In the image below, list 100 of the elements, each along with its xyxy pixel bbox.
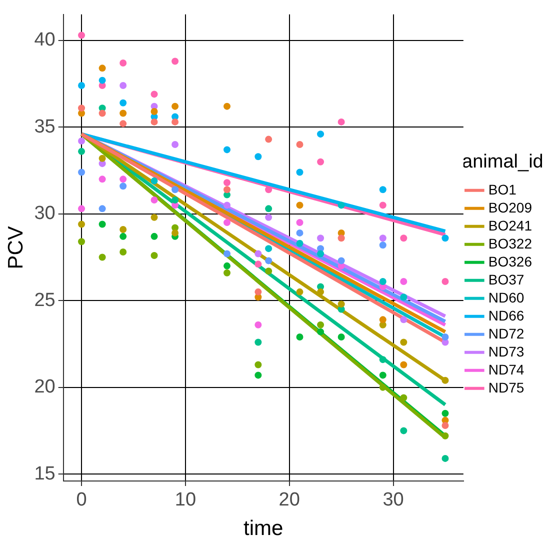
point (317, 130, 324, 138)
point (296, 240, 304, 247)
point (150, 90, 158, 98)
point (400, 394, 408, 402)
x-tick-label: 10 (174, 490, 196, 511)
point (254, 153, 262, 160)
point (172, 196, 179, 204)
point (224, 219, 231, 226)
y-tick-label: 15 (34, 463, 56, 484)
point (265, 186, 272, 194)
legend-label: ND60 (488, 289, 524, 306)
x-axis-title: time (244, 517, 284, 540)
point (379, 202, 386, 209)
point (379, 372, 386, 379)
point (442, 454, 449, 462)
point (379, 316, 386, 324)
point (172, 118, 179, 126)
point (296, 229, 304, 236)
point (172, 229, 179, 236)
point (442, 432, 449, 440)
point (98, 220, 106, 228)
point (172, 186, 179, 194)
point (442, 410, 449, 417)
point (254, 361, 262, 368)
x-tick-label: 0 (76, 490, 87, 511)
point (150, 196, 158, 204)
point (442, 376, 449, 384)
point (98, 64, 106, 72)
point (400, 427, 408, 434)
point (98, 254, 106, 261)
point (150, 118, 158, 126)
point (224, 179, 231, 186)
legend-label: ND72 (488, 325, 524, 342)
point (296, 168, 304, 176)
point (379, 186, 386, 194)
point (150, 214, 158, 221)
point (120, 99, 127, 106)
y-tick-label: 20 (34, 376, 56, 398)
point (379, 234, 386, 242)
point (78, 104, 86, 112)
point (317, 288, 324, 296)
point (120, 82, 127, 90)
point (265, 257, 272, 264)
point (265, 136, 272, 143)
legend-label: ND75 (488, 379, 524, 396)
point (254, 372, 262, 379)
point (265, 214, 272, 221)
point (296, 288, 304, 296)
y-tick-label: 40 (34, 30, 56, 51)
point (224, 250, 231, 258)
point (78, 168, 86, 176)
point (78, 220, 86, 228)
point (379, 278, 386, 286)
point (379, 356, 386, 364)
point (338, 257, 345, 264)
point (150, 232, 158, 240)
point (338, 118, 345, 126)
point (296, 140, 304, 148)
point (98, 176, 106, 183)
point (78, 82, 86, 90)
point (254, 288, 262, 296)
legend-label: ND66 (488, 307, 524, 324)
legend-label: BO322 (488, 235, 532, 252)
point (120, 182, 127, 190)
point (442, 234, 449, 242)
point (78, 148, 86, 155)
point (296, 219, 304, 226)
point (150, 108, 158, 116)
point (78, 32, 86, 39)
point (120, 59, 127, 66)
legend-label: ND73 (488, 343, 524, 360)
point (224, 102, 231, 110)
point (120, 248, 127, 256)
point (400, 278, 408, 286)
point (224, 202, 231, 209)
point (400, 234, 408, 242)
point (120, 232, 127, 240)
point (265, 245, 272, 252)
point (442, 334, 449, 341)
y-tick-label: 25 (34, 290, 56, 311)
point (120, 110, 127, 117)
point (317, 234, 324, 242)
point (317, 250, 324, 258)
point (224, 186, 231, 194)
point (379, 384, 386, 391)
point (296, 202, 304, 209)
point (338, 334, 345, 341)
point (78, 138, 86, 145)
point (172, 102, 179, 110)
point (78, 238, 86, 246)
point (120, 176, 127, 183)
y-axis-title: PCV (4, 226, 28, 270)
point (317, 328, 324, 336)
point (338, 300, 345, 308)
point (98, 110, 106, 117)
point (338, 234, 345, 242)
point (172, 58, 179, 65)
point (400, 361, 408, 368)
point (224, 146, 231, 154)
point (254, 250, 262, 258)
